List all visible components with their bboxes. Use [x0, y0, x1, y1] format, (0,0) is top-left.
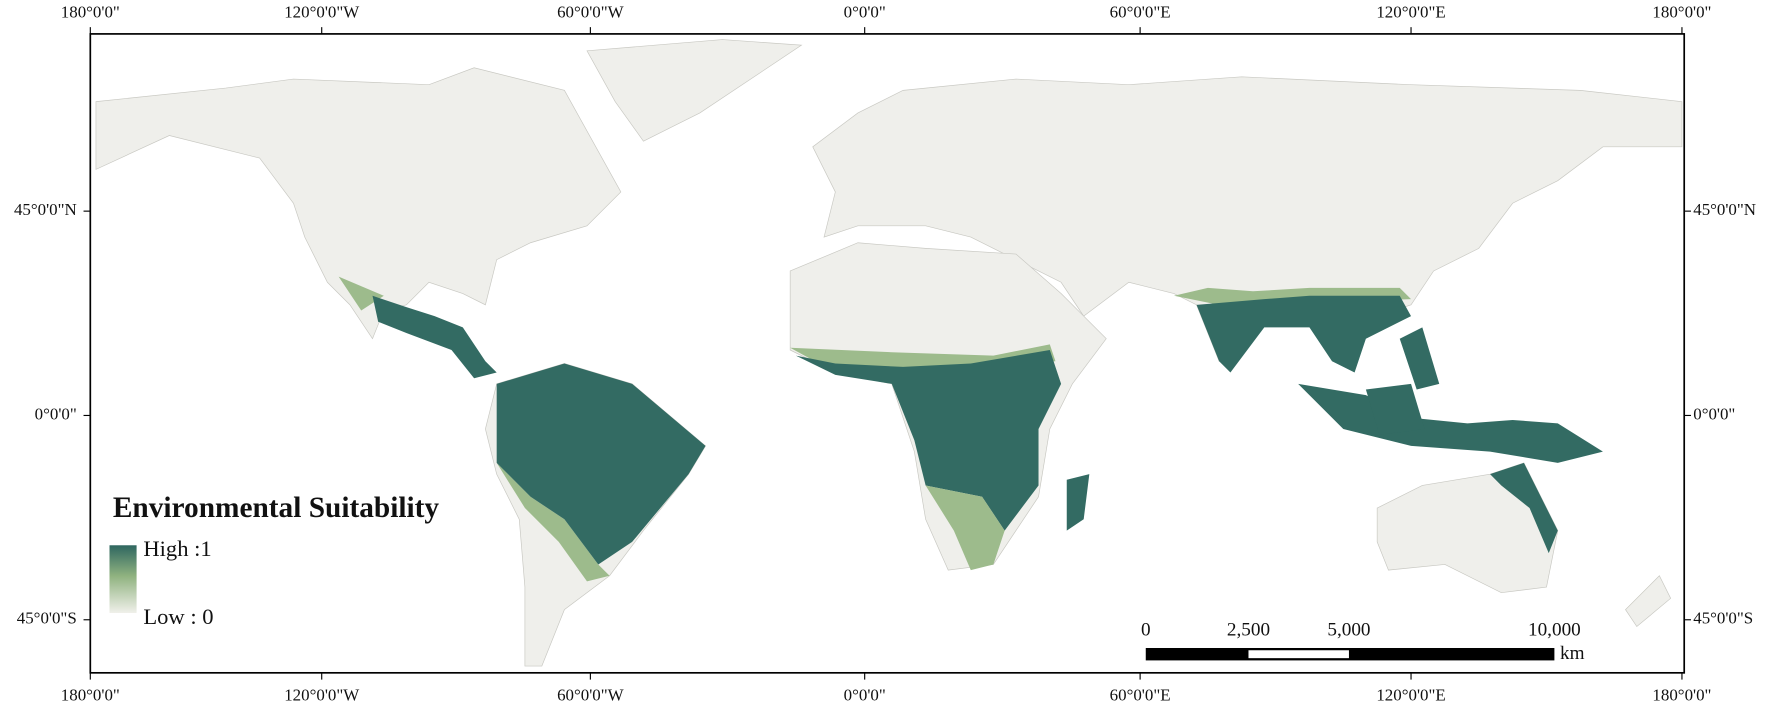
scale-bar-black — [1145, 647, 1555, 661]
longitude-label: 180°0'0" — [1652, 685, 1711, 704]
longitude-label: 60°0'0"W — [557, 2, 624, 21]
longitude-label: 0°0'0" — [844, 685, 886, 704]
latitude-label: 0°0'0" — [1693, 404, 1735, 423]
scale-label: 10,000 — [1528, 619, 1581, 640]
scale-bar: 0 2,500 5,000 10,000 km — [1141, 619, 1585, 664]
left-graticule-labels: 45°0'0"N 0°0'0" 45°0'0"S — [14, 200, 77, 628]
bottom-graticule-labels: 180°0'0" 120°0'0"W 60°0'0"W 0°0'0" 60°0'0"E 1… — [61, 685, 1712, 704]
suitability-surface — [338, 276, 1603, 582]
latitude-label: 45°0'0"S — [1693, 609, 1753, 628]
scale-bar-white — [1248, 650, 1349, 659]
latitude-label: 45°0'0"N — [1693, 200, 1756, 219]
legend-low: Low : 0 — [143, 604, 213, 629]
longitude-label: 60°0'0"E — [1110, 2, 1171, 21]
longitude-label: 60°0'0"W — [557, 685, 624, 704]
longitude-label: 60°0'0"E — [1110, 685, 1171, 704]
latitude-label: 45°0'0"S — [17, 609, 77, 628]
latitude-label: 0°0'0" — [35, 404, 77, 423]
longitude-label: 120°0'0"W — [284, 685, 359, 704]
scale-label: 5,000 — [1327, 619, 1370, 640]
legend-gradient — [109, 545, 137, 614]
scale-label: 0 — [1141, 619, 1151, 640]
longitude-label: 180°0'0" — [61, 685, 120, 704]
top-graticule-labels: 180°0'0" 120°0'0"W 60°0'0"W 0°0'0" 60°0'0"E 1… — [61, 2, 1712, 21]
scale-label: 2,500 — [1227, 619, 1270, 640]
longitude-label: 180°0'0" — [61, 2, 120, 21]
longitude-label: 0°0'0" — [844, 2, 886, 21]
longitude-label: 120°0'0"W — [284, 2, 359, 21]
legend: Environmental Suitability High :1 Low : … — [109, 492, 439, 629]
latitude-label: 45°0'0"N — [14, 200, 77, 219]
longitude-label: 120°0'0"E — [1376, 2, 1445, 21]
legend-title: Environmental Suitability — [113, 492, 440, 524]
scale-unit: km — [1560, 643, 1585, 664]
legend-high: High :1 — [143, 536, 211, 561]
longitude-label: 120°0'0"E — [1376, 685, 1445, 704]
right-graticule-labels: 45°0'0"N 0°0'0" 45°0'0"S — [1693, 200, 1756, 628]
longitude-label: 180°0'0" — [1652, 2, 1711, 21]
